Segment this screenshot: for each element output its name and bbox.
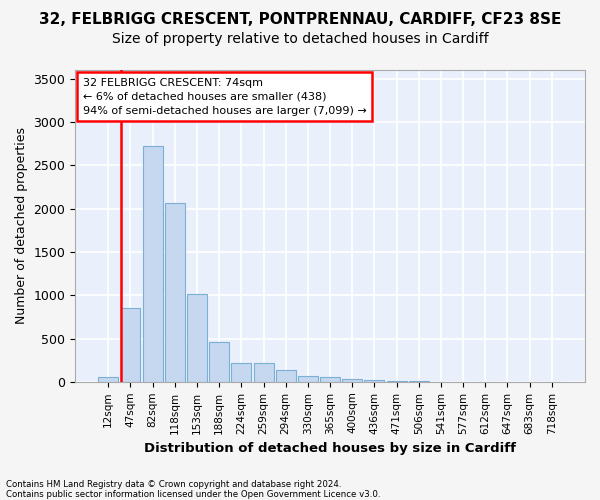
Bar	[98, 376, 118, 382]
Bar	[187, 294, 207, 382]
Bar	[364, 380, 385, 382]
Bar	[121, 308, 140, 382]
Bar	[143, 146, 163, 382]
Bar	[386, 380, 407, 382]
Y-axis label: Number of detached properties: Number of detached properties	[15, 128, 28, 324]
Bar	[342, 379, 362, 382]
Bar	[298, 376, 318, 382]
Bar	[232, 363, 251, 382]
Bar	[320, 377, 340, 382]
Text: Contains public sector information licensed under the Open Government Licence v3: Contains public sector information licen…	[6, 490, 380, 499]
Text: 32 FELBRIGG CRESCENT: 74sqm
← 6% of detached houses are smaller (438)
94% of sem: 32 FELBRIGG CRESCENT: 74sqm ← 6% of deta…	[83, 78, 367, 116]
Text: Size of property relative to detached houses in Cardiff: Size of property relative to detached ho…	[112, 32, 488, 46]
Bar	[165, 204, 185, 382]
Bar	[276, 370, 296, 382]
Bar	[254, 363, 274, 382]
Bar	[209, 342, 229, 382]
Text: Contains HM Land Registry data © Crown copyright and database right 2024.: Contains HM Land Registry data © Crown c…	[6, 480, 341, 489]
Text: 32, FELBRIGG CRESCENT, PONTPRENNAU, CARDIFF, CF23 8SE: 32, FELBRIGG CRESCENT, PONTPRENNAU, CARD…	[39, 12, 561, 28]
X-axis label: Distribution of detached houses by size in Cardiff: Distribution of detached houses by size …	[144, 442, 516, 455]
